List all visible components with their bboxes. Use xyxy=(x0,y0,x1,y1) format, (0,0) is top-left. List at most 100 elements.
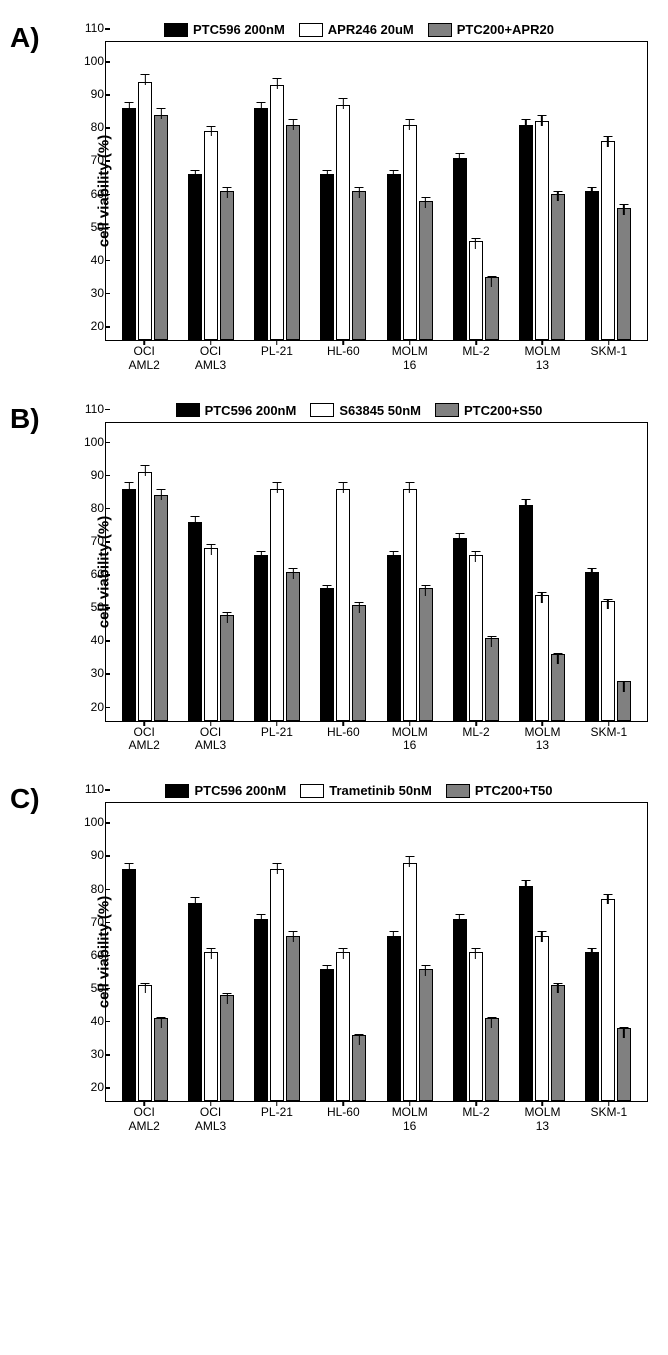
legend-item: APR246 20uM xyxy=(299,22,414,37)
bar xyxy=(138,985,152,1101)
error-bar xyxy=(125,863,134,864)
x-label: MOLM16 xyxy=(377,1106,443,1134)
bar xyxy=(469,952,483,1101)
y-axis-label: cell viability (%) xyxy=(96,135,113,248)
bar xyxy=(551,985,565,1101)
error-bar xyxy=(521,880,530,881)
bar xyxy=(204,131,218,340)
bar xyxy=(601,141,615,340)
bar xyxy=(419,201,433,340)
bar xyxy=(551,654,565,720)
legend-item: PTC596 200nM xyxy=(164,22,285,37)
legend: PTC596 200nMTrametinib 50nMPTC200+T50 xyxy=(60,783,658,798)
bar xyxy=(387,174,401,340)
bar xyxy=(519,125,533,340)
y-tick: 20 xyxy=(68,700,104,714)
bar xyxy=(220,615,234,721)
x-label: HL-60 xyxy=(310,726,376,754)
error-bar xyxy=(355,602,364,603)
legend-swatch xyxy=(176,403,200,417)
x-label: OCIAML3 xyxy=(177,345,243,373)
error-bar xyxy=(455,914,464,915)
bar xyxy=(485,638,499,721)
bar xyxy=(387,936,401,1102)
legend-swatch xyxy=(165,784,189,798)
x-label: SKM-1 xyxy=(576,726,642,754)
error-bar xyxy=(471,948,480,949)
bar xyxy=(270,489,284,721)
error-bar xyxy=(157,108,166,109)
y-tick: 80 xyxy=(68,882,104,896)
x-axis-labels: OCIAML2OCIAML3PL-21HL-60MOLM16ML-2MOLM13… xyxy=(105,341,648,373)
x-label: MOLM13 xyxy=(509,726,575,754)
bar xyxy=(270,85,284,340)
bar xyxy=(286,125,300,340)
bar xyxy=(352,605,366,721)
panel-B: B)PTC596 200nMS63845 50nMPTC200+S5020304… xyxy=(10,403,658,754)
error-bar xyxy=(207,948,216,949)
error-bar xyxy=(455,533,464,534)
bar xyxy=(138,472,152,720)
bar-groups xyxy=(106,42,647,340)
x-label: HL-60 xyxy=(310,345,376,373)
bar xyxy=(419,588,433,720)
error-bar xyxy=(587,187,596,188)
error-bar xyxy=(223,993,232,994)
legend-item: Trametinib 50nM xyxy=(300,783,432,798)
error-bar xyxy=(141,74,150,75)
x-label: PL-21 xyxy=(244,1106,310,1134)
bar xyxy=(320,969,334,1101)
y-axis-label: cell viability (%) xyxy=(96,896,113,1009)
bar-group xyxy=(443,42,509,340)
bar xyxy=(122,489,136,721)
bar xyxy=(204,548,218,720)
bar-group xyxy=(178,423,244,721)
legend-text: PTC200+S50 xyxy=(464,403,542,418)
y-tick: 100 xyxy=(68,815,104,829)
y-tick: 110 xyxy=(68,402,104,416)
x-axis-labels: OCIAML2OCIAML3PL-21HL-60MOLM16ML-2MOLM13… xyxy=(105,722,648,754)
error-bar xyxy=(421,197,430,198)
error-bar xyxy=(537,592,546,593)
bar xyxy=(403,125,417,340)
panel-label: B) xyxy=(10,403,40,435)
bar xyxy=(336,489,350,721)
bar xyxy=(535,936,549,1102)
plot-area: 2030405060708090100110cell viability (%) xyxy=(105,41,648,341)
bar xyxy=(453,919,467,1101)
error-bar xyxy=(257,914,266,915)
bar-group xyxy=(377,423,443,721)
bar xyxy=(453,538,467,720)
legend-swatch xyxy=(446,784,470,798)
y-tick: 100 xyxy=(68,435,104,449)
legend-swatch xyxy=(299,23,323,37)
x-label: MOLM16 xyxy=(377,345,443,373)
x-label: OCIAML2 xyxy=(111,1106,177,1134)
bar-group xyxy=(377,803,443,1101)
error-bar xyxy=(587,568,596,569)
bar xyxy=(601,601,615,720)
bar xyxy=(336,105,350,340)
error-bar xyxy=(273,78,282,79)
x-label: OCIAML3 xyxy=(177,1106,243,1134)
legend: PTC596 200nMAPR246 20uMPTC200+APR20 xyxy=(60,22,658,37)
bar xyxy=(188,174,202,340)
bar-group xyxy=(443,803,509,1101)
bar-group xyxy=(112,423,178,721)
bar xyxy=(188,522,202,721)
error-bar xyxy=(191,516,200,517)
bar-group xyxy=(509,42,575,340)
error-bar xyxy=(471,551,480,552)
error-bar xyxy=(157,1017,166,1018)
error-bar xyxy=(521,119,530,120)
y-tick: 90 xyxy=(68,468,104,482)
bar xyxy=(138,82,152,340)
bar xyxy=(220,191,234,340)
x-label: OCIAML2 xyxy=(111,726,177,754)
bar xyxy=(286,936,300,1102)
x-label: PL-21 xyxy=(244,345,310,373)
error-bar xyxy=(405,119,414,120)
legend-swatch xyxy=(428,23,452,37)
y-tick: 80 xyxy=(68,120,104,134)
error-bar xyxy=(339,482,348,483)
